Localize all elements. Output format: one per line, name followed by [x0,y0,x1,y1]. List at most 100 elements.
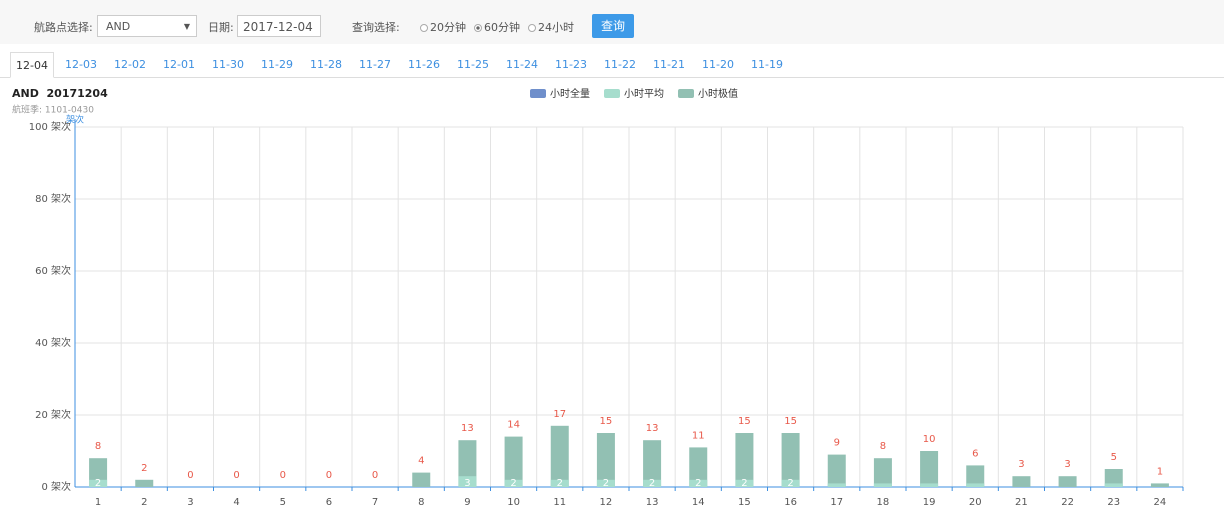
bar [89,479,108,487]
bar [873,458,892,487]
value-label: 6 [972,448,978,459]
x-tick-label: 5 [280,497,286,508]
legend-label: 小时极值 [698,87,738,100]
value-label: 11 [692,430,705,441]
legend-swatch [604,89,620,98]
date-tab[interactable]: 11-22 [604,58,636,71]
x-tick-label: 3 [187,497,193,508]
x-tick-label: 4 [233,497,239,508]
value-label: 15 [738,416,751,427]
x-tick-label: 23 [1107,497,1120,508]
waypoint-select[interactable]: AND ▼ [97,15,197,37]
value-label: 15 [600,416,613,427]
bar [596,479,615,487]
bar [1104,483,1123,487]
date-tab[interactable]: 11-29 [261,58,293,71]
date-input[interactable]: 2017-12-04 [237,15,321,37]
value-label: 13 [646,423,659,434]
value-label: 2 [141,463,147,474]
value-label-inner: 3 [464,478,470,489]
radio-option[interactable]: 20分钟 [420,21,466,34]
bar [643,479,662,487]
x-tick-label: 22 [1061,497,1074,508]
x-tick-label: 21 [1015,497,1028,508]
date-tab[interactable]: 12-04 [10,52,54,78]
date-tab[interactable]: 12-03 [65,58,97,71]
date-tab[interactable]: 11-19 [751,58,783,71]
date-tab[interactable]: 11-28 [310,58,342,71]
x-tick-label: 18 [877,497,890,508]
x-tick-label: 20 [969,497,982,508]
radio-label: 20分钟 [430,21,466,34]
value-label: 9 [834,438,840,449]
bar [412,472,431,487]
value-label: 0 [187,470,193,481]
query-button[interactable]: 查询 [592,14,634,38]
legend-swatch [530,89,546,98]
value-label: 1 [1157,466,1163,477]
date-tab[interactable]: 11-25 [457,58,489,71]
radio-button[interactable] [420,24,428,32]
legend-label: 小时全量 [550,87,590,100]
value-label: 17 [553,409,566,420]
x-tick-label: 24 [1154,497,1167,508]
bar [966,483,985,487]
radio-button[interactable] [474,24,482,32]
date-tab[interactable]: 11-27 [359,58,391,71]
y-tick-label: 40 架次 [35,336,71,349]
bar [920,451,939,487]
date-tab[interactable]: 11-24 [506,58,538,71]
radio-option[interactable]: 24小时 [528,21,574,34]
legend-swatch [678,89,694,98]
x-tick-label: 1 [95,497,101,508]
bar [735,479,754,487]
date-tab[interactable]: 11-23 [555,58,587,71]
date-tab[interactable]: 12-02 [114,58,146,71]
x-tick-label: 15 [738,497,751,508]
dropdown-arrow: ▼ [183,22,190,31]
radio-button[interactable] [528,24,536,32]
x-tick-label: 14 [692,497,705,508]
waypoint-value: AND [106,20,131,33]
legend-label: 小时平均 [624,88,664,100]
query-label: 查询选择: [352,21,400,34]
bar [504,479,523,487]
bar [781,433,800,487]
waypoint-label: 航路点选择: [34,21,93,34]
bar [827,454,846,487]
y-tick-label: 60 架次 [35,264,71,277]
date-tab[interactable]: 11-20 [702,58,734,71]
bar [1012,476,1031,487]
bar [689,479,708,487]
date-tab[interactable]: 11-21 [653,58,685,71]
date-tab[interactable]: 11-30 [212,58,244,71]
value-label-inner: 2 [787,478,793,489]
bar [550,425,569,487]
bar [596,433,615,487]
bar [135,479,154,487]
bar [827,483,846,487]
bar [735,433,754,487]
value-label: 10 [923,434,936,445]
bar [1104,469,1123,487]
value-label-inner: 2 [557,478,563,489]
date-tab[interactable]: 11-26 [408,58,440,71]
tab-border [0,77,1224,78]
x-tick-label: 17 [830,497,843,508]
bar [1058,476,1077,487]
radio-option[interactable]: 60分钟 [474,21,520,34]
date-tab[interactable]: 12-01 [163,58,195,71]
x-tick-label: 7 [372,497,378,508]
value-label: 0 [280,470,286,481]
chart-subtitle: 航班季: 1101-0430 [12,104,94,116]
value-label: 13 [461,423,474,434]
radio-label: 24小时 [538,21,574,34]
bar [550,479,569,487]
y-tick-label: 80 架次 [35,192,71,205]
x-tick-label: 11 [553,497,566,508]
y-tick-label: 20 架次 [35,408,71,421]
value-label: 8 [95,441,101,452]
value-label-inner: 2 [95,478,101,489]
value-label: 3 [1018,459,1024,470]
value-label: 8 [880,441,886,452]
